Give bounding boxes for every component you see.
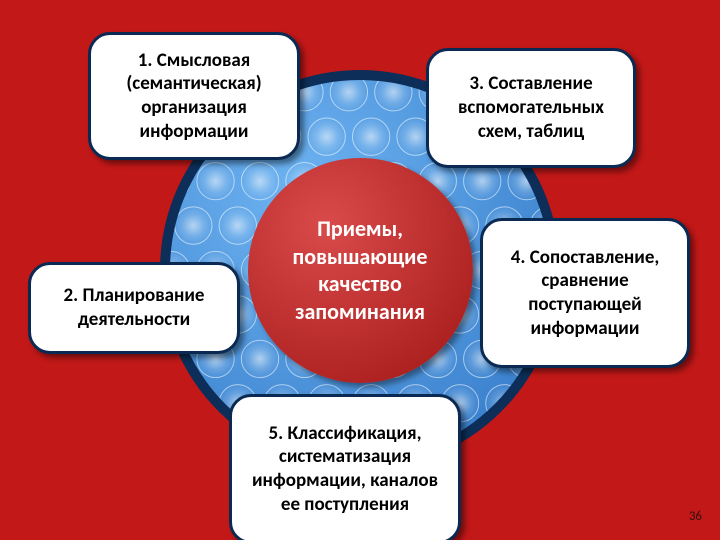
slide: Приемы, повышающие качество запоминания …	[0, 0, 720, 540]
box-3: 3. Составление вспомогательных схем, таб…	[426, 48, 636, 168]
center-text: Приемы, повышающие качество запоминания	[266, 215, 455, 325]
box-4: 4. Сопоставление, сравнение поступающей …	[480, 218, 690, 368]
box-1: 1. Смысловая (семантическая) организация…	[88, 32, 300, 160]
box-5: 5. Классификация, систематизация информа…	[229, 394, 461, 540]
page-number: 36	[689, 509, 702, 524]
center-circle: Приемы, повышающие качество запоминания	[248, 158, 473, 383]
box-2: 2. Планирование деятельности	[28, 262, 240, 354]
